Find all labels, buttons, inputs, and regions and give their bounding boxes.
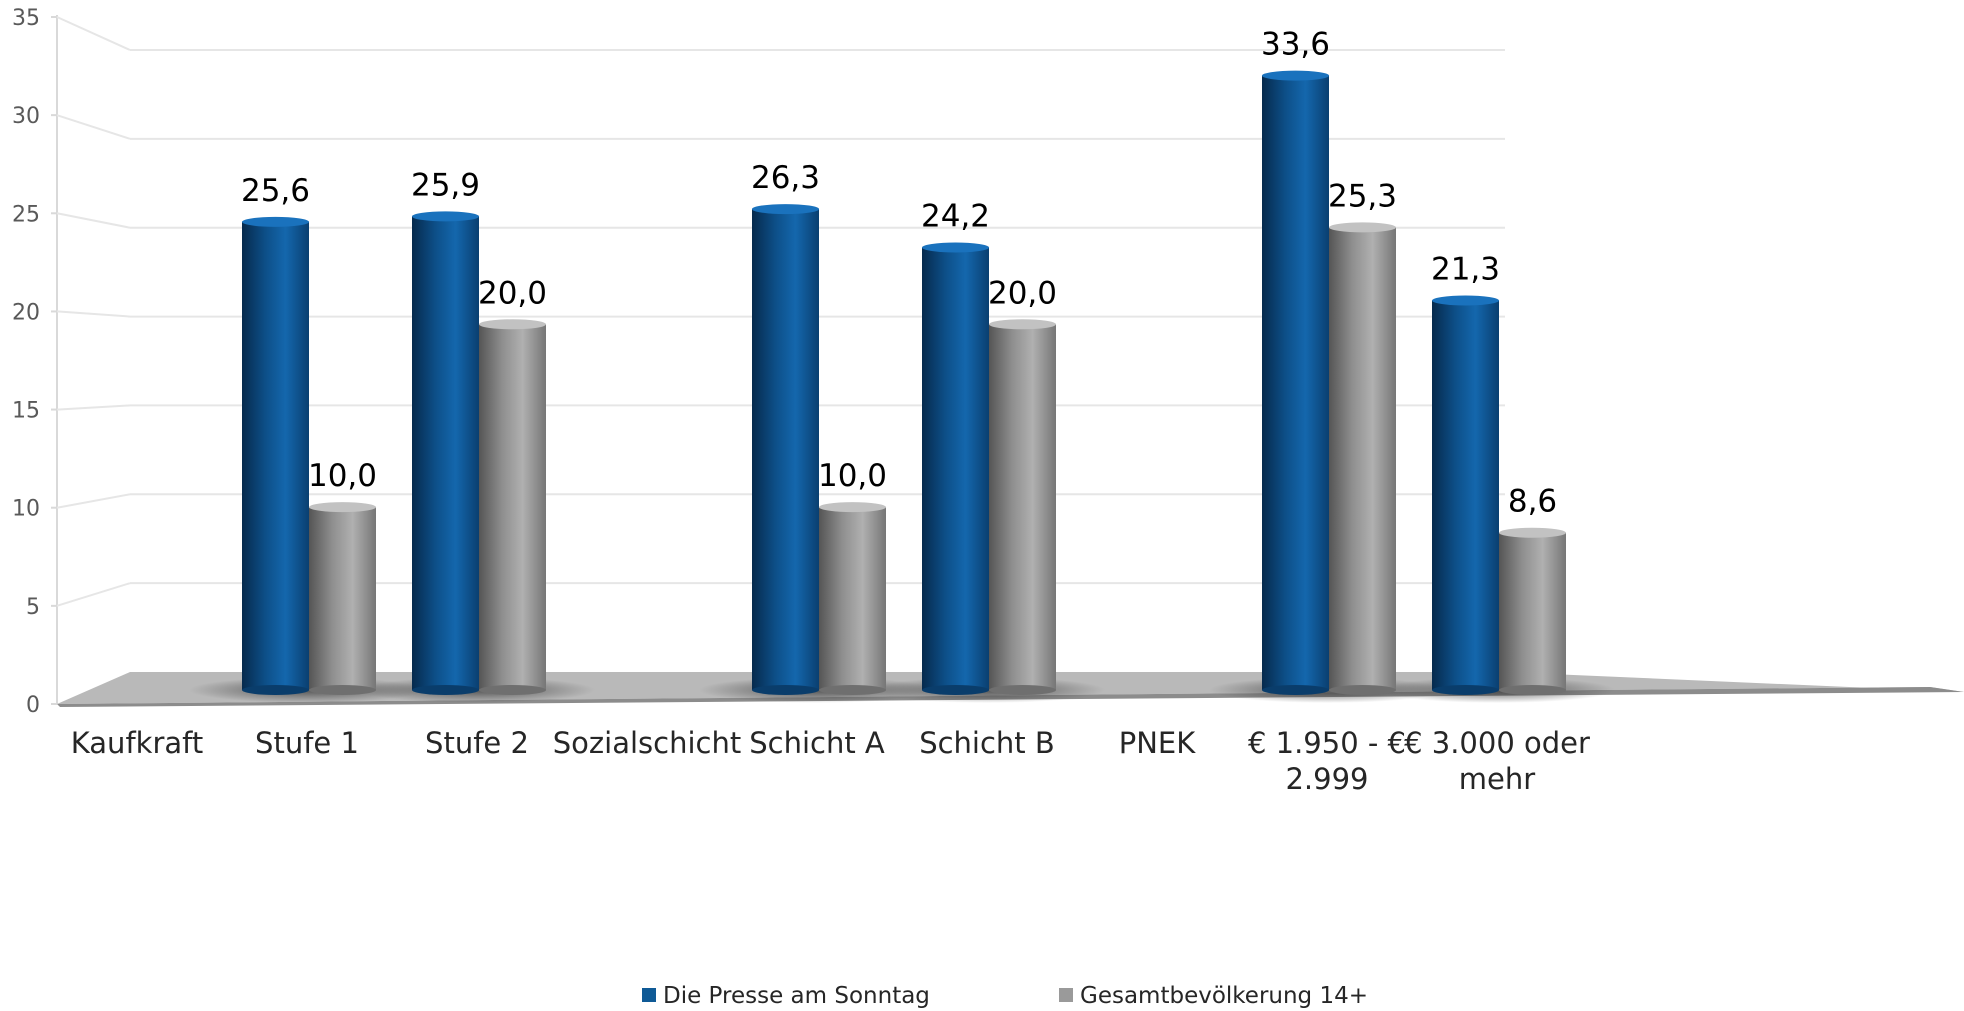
bar-top bbox=[752, 204, 819, 215]
bar-top bbox=[922, 242, 989, 253]
bar bbox=[1329, 222, 1396, 695]
bar-body bbox=[242, 221, 309, 690]
chart-bars bbox=[242, 70, 1566, 695]
bar-top bbox=[309, 502, 376, 513]
bar bbox=[922, 242, 989, 695]
bar-base bbox=[1329, 685, 1396, 695]
x-tick-label: € 1.950 - € bbox=[1248, 726, 1406, 760]
bar-top bbox=[1329, 222, 1396, 233]
bar-body bbox=[752, 209, 819, 691]
x-tick-label: Stufe 2 bbox=[425, 726, 529, 760]
bar-base bbox=[412, 685, 479, 695]
y-tick-label: 5 bbox=[26, 595, 40, 620]
data-label: 20,0 bbox=[478, 275, 547, 311]
bar-base bbox=[1432, 685, 1499, 695]
bar-base bbox=[989, 685, 1056, 695]
bar-body bbox=[412, 216, 479, 690]
y-tick-label: 10 bbox=[12, 497, 40, 522]
bar bbox=[819, 502, 886, 695]
gridline-side bbox=[56, 404, 131, 411]
bar bbox=[412, 211, 479, 695]
bar-top bbox=[1432, 295, 1499, 306]
bar-body bbox=[819, 507, 886, 690]
bar-top bbox=[989, 319, 1056, 330]
bar-top bbox=[819, 502, 886, 513]
bar-base bbox=[1262, 685, 1329, 695]
bar-base bbox=[752, 685, 819, 695]
x-tick-label: Stufe 1 bbox=[255, 726, 359, 760]
bar-body bbox=[1329, 227, 1396, 690]
bar-top bbox=[412, 211, 479, 222]
x-tick-label: Schicht B bbox=[919, 726, 1055, 760]
x-tick-label: € 3.000 oder bbox=[1404, 726, 1590, 760]
data-label: 10,0 bbox=[308, 458, 377, 494]
x-tick-label: Kaufkraft bbox=[71, 726, 203, 760]
data-label: 8,6 bbox=[1508, 484, 1557, 520]
data-label: 24,2 bbox=[921, 198, 990, 234]
y-tick-label: 30 bbox=[12, 104, 40, 129]
bar bbox=[989, 319, 1056, 695]
legend-swatch bbox=[642, 988, 656, 1002]
bar bbox=[479, 319, 546, 695]
bar-top bbox=[479, 319, 546, 330]
bar bbox=[1262, 70, 1329, 695]
chart-legend: Die Presse am Sonntag Gesamtbevölkerung 1… bbox=[642, 983, 1368, 1009]
bar-body bbox=[1262, 75, 1329, 691]
bar-body bbox=[309, 507, 376, 690]
bar bbox=[1499, 527, 1566, 695]
y-tick-label: 20 bbox=[12, 300, 40, 325]
gridline-side bbox=[56, 310, 131, 318]
x-tick-label: Sozialschicht bbox=[553, 726, 741, 760]
bar-base bbox=[309, 685, 376, 695]
bar-base bbox=[242, 685, 309, 695]
data-label: 25,6 bbox=[241, 173, 310, 209]
bar-top bbox=[1499, 527, 1566, 538]
gridline-side bbox=[56, 16, 131, 51]
bar bbox=[752, 204, 819, 695]
y-tick-label: 25 bbox=[12, 202, 40, 227]
gridline-side bbox=[56, 114, 131, 140]
y-tick-label: 35 bbox=[12, 6, 40, 31]
bar-base bbox=[1499, 685, 1566, 695]
y-tick-label: 15 bbox=[12, 399, 40, 424]
bar-body bbox=[479, 324, 546, 690]
bar bbox=[309, 502, 376, 695]
y-tick-label: 0 bbox=[26, 693, 40, 718]
chart-text: 0 5 10 15 20 25 30 35 Kaufkraft 25,6 10,0 Stufe 1 25… bbox=[12, 6, 1590, 796]
data-label: 20,0 bbox=[988, 275, 1057, 311]
bar-base bbox=[819, 685, 886, 695]
gridline-side bbox=[56, 212, 131, 229]
bar-base bbox=[479, 685, 546, 695]
gridline-side bbox=[56, 493, 131, 509]
bar-base bbox=[922, 685, 989, 695]
data-label: 33,6 bbox=[1261, 27, 1330, 63]
legend-label: Gesamtbevölkerung 14+ bbox=[1080, 983, 1368, 1009]
x-tick-label: 2.999 bbox=[1285, 762, 1368, 796]
bar-body bbox=[922, 247, 989, 690]
bar-top bbox=[1262, 70, 1329, 81]
bar-body bbox=[989, 324, 1056, 690]
legend-label: Die Presse am Sonntag bbox=[663, 983, 930, 1009]
data-label: 21,3 bbox=[1431, 252, 1500, 288]
bar bbox=[1432, 295, 1499, 695]
gridline-side bbox=[56, 582, 131, 607]
data-label: 10,0 bbox=[818, 458, 887, 494]
bar-body bbox=[1432, 300, 1499, 690]
x-tick-label: PNEK bbox=[1119, 726, 1197, 760]
data-label: 26,3 bbox=[751, 160, 820, 196]
data-label: 25,9 bbox=[411, 167, 480, 203]
x-tick-label: Schicht A bbox=[749, 726, 885, 760]
bar-body bbox=[1499, 532, 1566, 690]
data-label: 25,3 bbox=[1328, 178, 1397, 214]
bar-top bbox=[242, 216, 309, 227]
legend-swatch bbox=[1059, 988, 1073, 1002]
x-tick-label: mehr bbox=[1459, 762, 1535, 796]
bar bbox=[242, 216, 309, 695]
